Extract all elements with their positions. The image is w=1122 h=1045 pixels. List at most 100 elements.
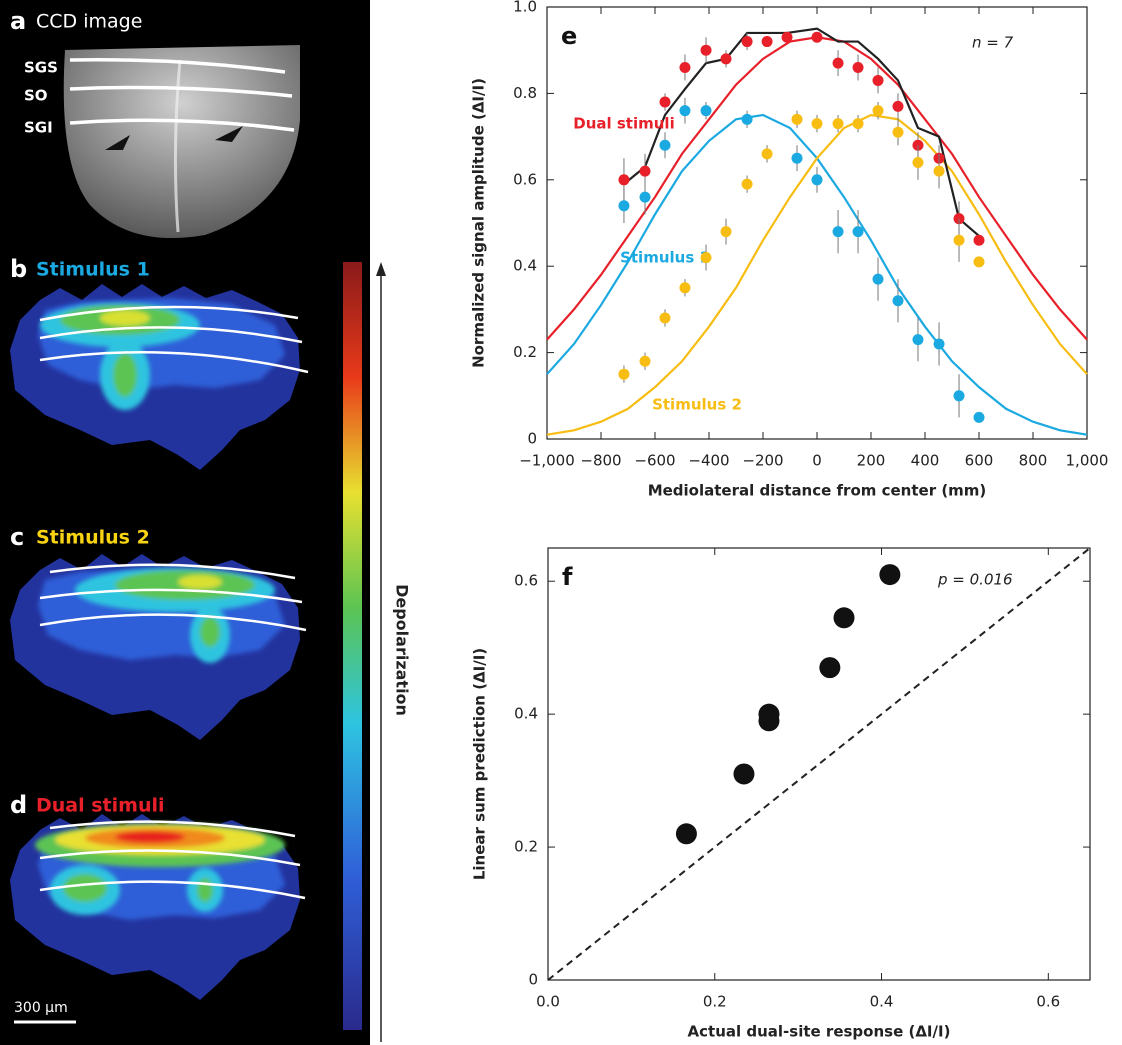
data-point: [912, 334, 924, 346]
data-point: [879, 564, 901, 586]
x-tick-label: −800: [580, 452, 621, 470]
data-point: [832, 118, 844, 130]
data-point: [973, 256, 985, 268]
data-point: [852, 61, 864, 73]
fit-line: [546, 113, 1088, 436]
data-point: [679, 61, 691, 73]
y-tick-label: 0.2: [513, 343, 537, 361]
panel-letter: a: [10, 7, 26, 35]
data-point: [973, 234, 985, 246]
fit-line: [623, 27, 980, 237]
data-point: [761, 148, 773, 160]
x-tick-label: 0.0: [536, 993, 560, 1011]
identity-line: [547, 547, 1091, 981]
data-point: [758, 710, 780, 732]
x-tick-label: 0: [812, 452, 822, 470]
data-point: [892, 295, 904, 307]
series-label: Stimulus 2: [652, 396, 742, 414]
data-point: [675, 823, 697, 845]
panel-letter: b: [10, 255, 27, 283]
annotation: p = 0.016: [937, 571, 1013, 589]
data-point: [833, 607, 855, 629]
x-tick-label: −600: [634, 452, 675, 470]
data-point: [872, 105, 884, 117]
data-point: [872, 273, 884, 285]
y-tick-label: 0.4: [513, 257, 537, 275]
data-point: [912, 157, 924, 169]
data-point: [720, 53, 732, 65]
panel-letter: d: [10, 791, 27, 819]
layer-label: SO: [24, 87, 48, 105]
y-axis-label: Linear sum prediction (ΔI/I): [471, 648, 489, 880]
y-tick-label: 0: [527, 430, 537, 448]
data-point: [811, 174, 823, 186]
y-tick-label: 0.6: [513, 170, 537, 188]
x-tick-label: 400: [911, 452, 940, 470]
panel-letter: e: [561, 22, 577, 50]
data-point: [892, 126, 904, 138]
data-point: [700, 252, 712, 264]
panel-letter: f: [562, 563, 573, 591]
data-point: [720, 226, 732, 238]
data-point: [892, 100, 904, 112]
x-tick-label: −400: [688, 452, 729, 470]
data-point: [832, 226, 844, 238]
layer-line: [69, 85, 293, 98]
data-point: [953, 234, 965, 246]
series-label: Dual stimuli: [573, 115, 674, 133]
data-point: [700, 44, 712, 56]
x-tick-label: 0.2: [703, 993, 727, 1011]
x-axis-label: Actual dual-site response (ΔI/I): [688, 1023, 951, 1041]
heatmap: [10, 554, 307, 740]
data-point: [659, 312, 671, 324]
vessel: [173, 59, 182, 233]
data-point: [852, 118, 864, 130]
x-tick-label: 600: [965, 452, 994, 470]
y-tick-label: 0.8: [513, 84, 537, 102]
plot-frame: [547, 547, 1091, 981]
data-point: [618, 174, 630, 186]
data-point: [973, 411, 985, 423]
series-label: Stimulus 1: [620, 249, 710, 267]
panel-letter: c: [10, 523, 24, 551]
y-axis-label: Normalized signal amplitude (ΔI/I): [470, 78, 488, 368]
layer-line: [69, 118, 295, 132]
x-tick-label: 200: [857, 452, 886, 470]
data-point: [781, 31, 793, 43]
fit-line: [546, 113, 1088, 436]
arrowhead: [215, 126, 243, 142]
data-point: [741, 36, 753, 48]
x-tick-label: 800: [1019, 452, 1048, 470]
scale-bar-label: 300 µm: [14, 1000, 68, 1016]
data-point: [791, 152, 803, 164]
x-tick-label: 0.6: [1036, 993, 1060, 1011]
arrowhead: [105, 135, 130, 150]
data-point: [811, 31, 823, 43]
data-point: [819, 657, 841, 679]
data-point: [679, 105, 691, 117]
data-point: [618, 368, 630, 380]
colorbar-label: Depolarization: [393, 584, 412, 716]
annotation: n = 7: [972, 34, 1014, 52]
heatmap: [10, 284, 309, 470]
data-point: [659, 96, 671, 108]
data-point: [639, 165, 651, 177]
x-axis-label: Mediolateral distance from center (mm): [648, 482, 987, 500]
data-point: [811, 118, 823, 130]
y-tick-label: 0.6: [514, 572, 538, 590]
colorbar: [343, 262, 362, 1030]
data-point: [832, 57, 844, 69]
data-point: [953, 390, 965, 402]
data-point: [852, 226, 864, 238]
panel-title: CCD image: [36, 11, 142, 33]
data-point: [618, 200, 630, 212]
arrowhead: [376, 262, 386, 276]
y-tick-label: 1.0: [513, 0, 537, 16]
x-tick-label: 0.4: [870, 993, 894, 1011]
heatmap: [10, 814, 306, 1000]
layer-label: SGI: [24, 119, 53, 137]
data-point: [872, 74, 884, 86]
panel-title: Stimulus 1: [36, 259, 150, 281]
